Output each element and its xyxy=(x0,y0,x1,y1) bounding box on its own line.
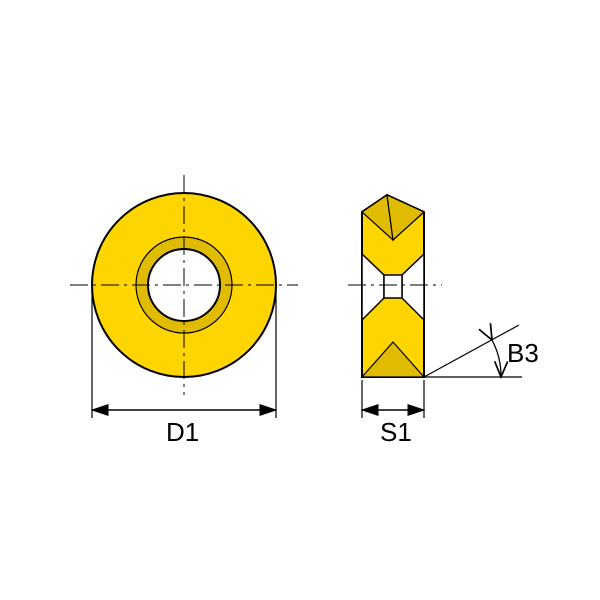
front-view xyxy=(70,175,298,418)
side-view xyxy=(348,195,522,418)
diagram-svg xyxy=(0,0,600,600)
label-b3: B3 xyxy=(507,338,539,369)
label-d1: D1 xyxy=(166,417,199,448)
label-s1: S1 xyxy=(380,417,412,448)
technical-diagram: D1 S1 B3 xyxy=(0,0,600,600)
